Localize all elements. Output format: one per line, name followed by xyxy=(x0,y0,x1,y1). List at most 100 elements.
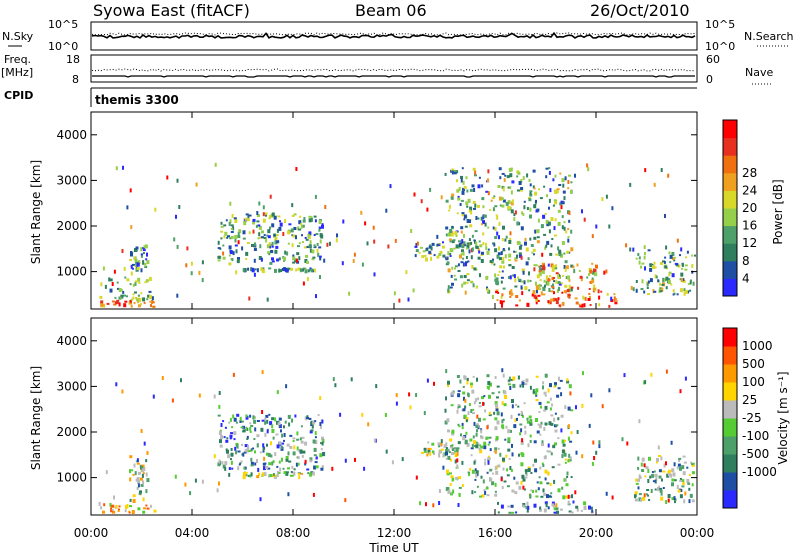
data-cell xyxy=(318,228,321,232)
data-cell xyxy=(231,214,234,218)
data-cell xyxy=(539,266,541,271)
data-cell xyxy=(292,451,296,456)
data-cell xyxy=(598,303,601,307)
data-cell xyxy=(364,221,367,226)
data-cell xyxy=(625,243,628,248)
data-cell xyxy=(306,277,309,282)
data-cell xyxy=(523,205,526,210)
data-cell xyxy=(393,291,396,296)
data-cell xyxy=(253,419,257,424)
data-cell xyxy=(509,386,512,390)
data-cell xyxy=(250,457,253,462)
data-cell xyxy=(275,245,279,249)
data-cell xyxy=(549,383,552,388)
data-cell xyxy=(266,443,268,447)
data-cell xyxy=(476,414,479,419)
data-cell xyxy=(225,439,229,443)
data-cell xyxy=(688,499,691,504)
data-cell xyxy=(276,240,280,244)
data-cell xyxy=(456,409,459,414)
data-cell xyxy=(502,225,505,230)
data-cell xyxy=(566,476,569,478)
data-cell xyxy=(497,185,501,188)
data-cell xyxy=(680,247,683,252)
data-cell xyxy=(682,482,685,486)
data-cell xyxy=(453,170,457,175)
data-cell xyxy=(551,267,555,272)
data-cell xyxy=(237,257,240,260)
data-cell xyxy=(495,214,498,217)
data-cell xyxy=(262,218,266,223)
data-cell xyxy=(691,499,695,503)
data-cell xyxy=(637,253,640,256)
data-cell xyxy=(451,266,454,270)
data-cell xyxy=(224,461,228,466)
data-cell xyxy=(535,199,537,203)
data-cell xyxy=(463,233,465,238)
data-cell xyxy=(458,425,461,428)
data-cell xyxy=(226,449,229,454)
data-cell xyxy=(536,288,540,290)
data-cell xyxy=(500,295,503,299)
data-cell xyxy=(597,289,600,294)
data-cell xyxy=(535,281,537,286)
data-cell xyxy=(311,472,314,476)
data-cell xyxy=(676,238,679,243)
data-cell xyxy=(565,495,569,499)
data-cell xyxy=(552,265,556,269)
data-cell xyxy=(421,451,424,454)
data-cell xyxy=(148,276,152,281)
data-cell xyxy=(553,511,557,514)
data-cell xyxy=(535,284,539,289)
data-cell xyxy=(690,279,692,282)
data-cell xyxy=(250,472,253,477)
data-cell xyxy=(449,446,453,449)
freq-unit-label: [MHz] xyxy=(1,66,33,79)
data-cell xyxy=(486,471,489,474)
data-cell xyxy=(561,241,565,245)
data-cell xyxy=(261,472,264,477)
data-cell xyxy=(344,498,347,503)
data-cell xyxy=(649,263,653,266)
data-cell xyxy=(455,476,459,480)
data-cell xyxy=(415,249,419,253)
data-cell xyxy=(532,490,534,493)
data-cell xyxy=(476,429,478,433)
data-cell xyxy=(497,511,500,514)
data-cell xyxy=(510,209,514,214)
data-cell xyxy=(430,246,433,251)
frequency-panel: Freq. [MHz] 18 8 60 0 Nave CPID themis 3… xyxy=(1,53,773,107)
colorbar-swatch xyxy=(723,137,737,156)
data-cell xyxy=(517,405,520,408)
data-cell xyxy=(141,468,144,473)
data-cell xyxy=(492,207,495,212)
data-cell xyxy=(484,461,487,466)
data-cell xyxy=(285,456,289,459)
data-cell xyxy=(470,255,473,260)
colorbar-swatch xyxy=(723,278,737,297)
data-cell xyxy=(548,229,551,234)
data-cell xyxy=(691,483,694,487)
data-cell xyxy=(260,427,264,432)
data-cell xyxy=(681,485,685,488)
nave-bottom-tick: 0 xyxy=(706,73,713,86)
data-cell xyxy=(131,510,135,514)
colorbar-tick-label: 25 xyxy=(742,393,757,407)
data-cell xyxy=(508,458,511,460)
data-cell xyxy=(679,489,683,492)
data-cell xyxy=(269,261,273,265)
data-cell xyxy=(543,233,547,236)
data-cell xyxy=(296,252,300,256)
cpid-label: CPID xyxy=(4,89,33,102)
data-cell xyxy=(285,384,288,389)
data-cell xyxy=(516,221,520,226)
data-cell xyxy=(283,256,286,261)
data-cell xyxy=(436,243,440,246)
data-cell xyxy=(420,246,423,249)
data-cell xyxy=(555,264,557,269)
data-cell xyxy=(481,494,485,498)
data-cell xyxy=(460,433,462,437)
data-cell xyxy=(663,260,666,264)
data-cell xyxy=(513,250,517,253)
data-cell xyxy=(646,282,649,287)
